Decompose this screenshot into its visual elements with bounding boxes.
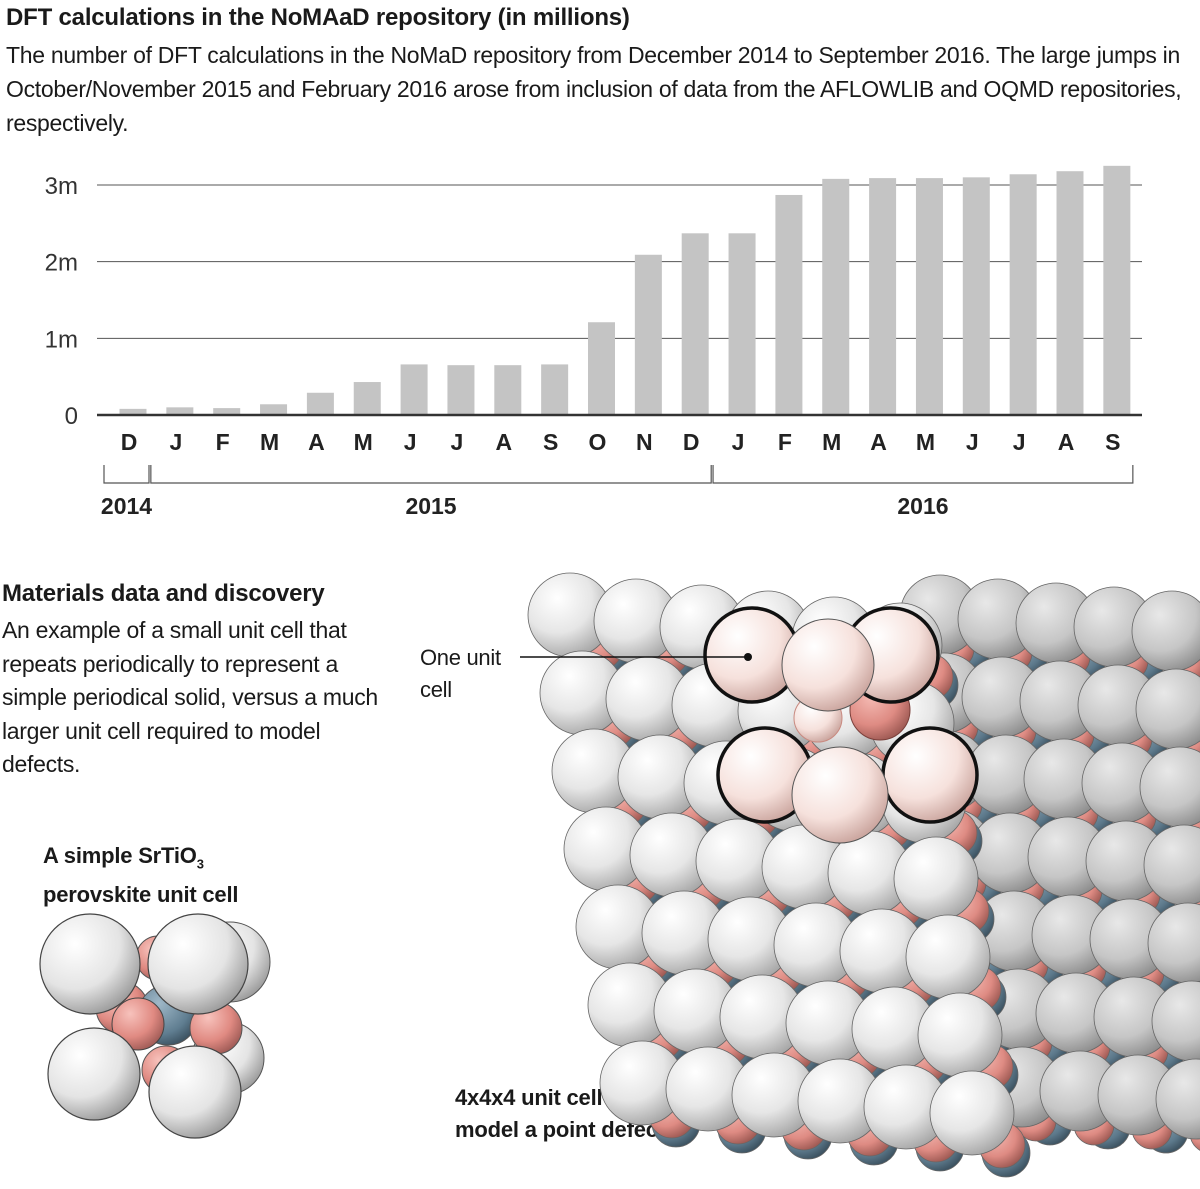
simple-cell-label-line2: perovskite unit cell [43,882,239,908]
x-tick-label: O [589,429,607,455]
x-tick-label: J [1013,429,1026,455]
bar [306,392,334,415]
materials-description: An example of a small unit cell that rep… [2,617,378,777]
bar [775,194,803,415]
x-tick-label: M [354,429,373,455]
year-label: 2014 [101,493,152,519]
bar [728,233,756,415]
atom-sr [147,913,249,1015]
y-tick-label: 3m [45,173,78,200]
x-tick-label: N [636,429,653,455]
atom-sr [47,1027,141,1121]
x-tick-label: J [966,429,979,455]
supercell-illustration [520,572,1200,1178]
x-tick-label: A [870,429,887,455]
materials-title: Materials data and discovery [2,580,325,607]
bar [166,407,194,415]
x-tick-label: M [916,429,935,455]
bar [353,382,381,415]
bar [681,233,709,415]
year-bracket [712,465,1134,484]
y-tick-label: 0 [65,403,78,430]
defect-label-line1: 4x4x4 unit cell to [455,1085,629,1110]
x-tick-label: F [216,429,230,455]
y-tick-label: 1m [45,326,78,353]
sr-atom [905,914,991,1000]
bar [869,178,897,415]
x-tick-label: J [732,429,745,455]
highlight-sr-atom [781,618,875,712]
year-bracket [150,465,712,484]
x-tick-label: J [169,429,182,455]
leader-dot [744,653,752,661]
x-tick-label: M [822,429,841,455]
x-tick-label: D [683,429,700,455]
bar [494,365,522,415]
atom-o [111,997,165,1051]
x-tick-label: A [1058,429,1075,455]
bar [822,178,850,415]
bar [588,322,615,415]
bar [1103,165,1131,415]
x-tick-label: S [543,429,558,455]
bar [213,408,241,415]
x-tick-label: J [404,429,417,455]
simple-cell-subscript: 3 [196,856,204,872]
year-bracket [103,465,150,484]
bar [447,365,475,415]
x-tick-label: M [260,429,279,455]
x-tick-label: A [308,429,325,455]
atom-sr [39,913,141,1015]
bar [962,177,990,415]
highlight-sr-atom [791,746,889,844]
one-unit-cell-line2: cell [420,677,452,702]
x-tick-label: F [778,429,792,455]
bar [541,364,569,415]
bar-chart: 0 1m 2m 3m D J F M A M J J A S O N D J F M A M J J A S 2014 2015 201… [45,165,1142,519]
simple-unit-cell-illustration [39,913,271,1139]
highlight-sr-atom [881,726,979,824]
bar [1056,171,1084,415]
x-tick-label: J [451,429,464,455]
x-tick-label: S [1105,429,1120,455]
year-label: 2015 [405,493,456,519]
simple-cell-label: A simple SrTiO3 perovskite unit cell [43,840,238,910]
one-unit-cell-label: One unit cell [420,642,501,706]
x-tick-label: A [495,429,512,455]
simple-cell-label-line1: A simple SrTiO [43,843,197,868]
bar [1009,174,1037,415]
atom-sr [148,1045,242,1139]
sr-atom [893,836,979,922]
sr-atom [1155,1058,1200,1140]
one-unit-cell-line1: One unit [420,645,501,670]
y-tick-label: 2m [45,250,78,277]
bar [260,404,288,415]
year-label: 2016 [897,493,948,519]
bar [119,408,147,415]
chart-subtitle: The number of DFT calculations in the No… [6,42,1182,136]
bar [915,178,943,415]
bar [634,254,662,415]
sr-atom [917,992,1003,1078]
page-title: DFT calculations in the NoMAaD repositor… [6,4,630,31]
x-tick-label: D [121,429,138,455]
bar [400,364,428,415]
sr-atom [929,1070,1015,1156]
